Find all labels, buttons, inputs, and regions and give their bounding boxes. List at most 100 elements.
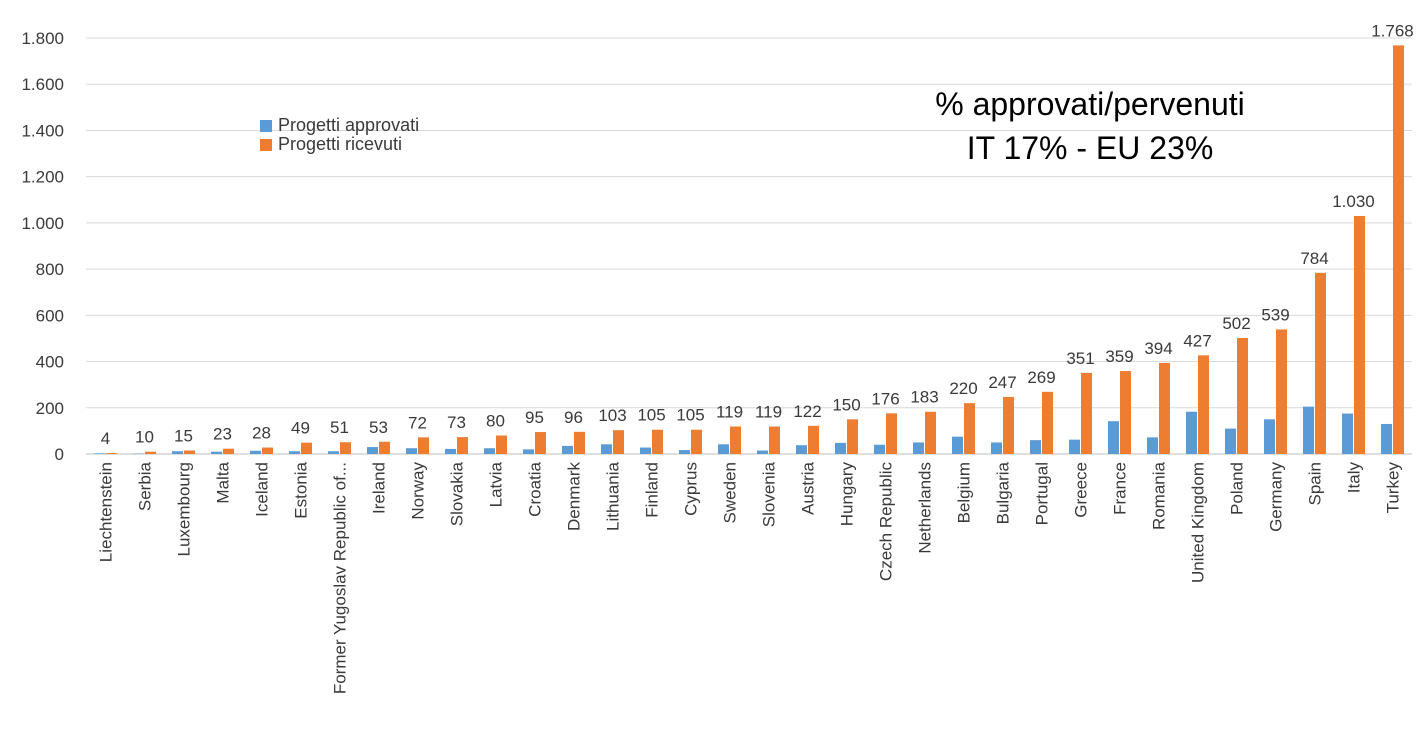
y-tick-label: 1.600 bbox=[21, 75, 64, 94]
annotation-line-2: IT 17% - EU 23% bbox=[966, 130, 1214, 166]
data-label: 150 bbox=[832, 395, 860, 414]
data-label: 1.768 bbox=[1371, 21, 1414, 40]
data-label: 247 bbox=[988, 373, 1016, 392]
data-label: 53 bbox=[369, 418, 388, 437]
bar-approvati bbox=[1342, 413, 1353, 454]
bar-ricevuti bbox=[925, 411, 936, 454]
category-label: Lithuania bbox=[604, 461, 623, 531]
data-label: 351 bbox=[1066, 349, 1094, 368]
bar-approvati bbox=[991, 442, 1002, 454]
annotation-box: % approvati/pervenuti IT 17% - EU 23% bbox=[880, 82, 1300, 170]
bar-ricevuti bbox=[535, 432, 546, 454]
legend-label-ricevuti: Progetti ricevuti bbox=[278, 134, 403, 154]
data-label: 10 bbox=[135, 428, 154, 447]
legend-item-approvati: Progetti approvati bbox=[260, 115, 419, 136]
category-label: Slovenia bbox=[760, 461, 779, 527]
data-label: 784 bbox=[1300, 249, 1328, 268]
bar-ricevuti bbox=[379, 441, 390, 454]
category-label: France bbox=[1111, 462, 1130, 515]
bar-approvati bbox=[601, 444, 612, 454]
data-label: 539 bbox=[1261, 305, 1289, 324]
y-axis-ticks: 0 200 400 600 800 1.000 1.200 1.400 1.600 1.800 bbox=[21, 29, 64, 464]
y-tick-label: 800 bbox=[36, 260, 64, 279]
bar-approvati bbox=[757, 450, 768, 454]
gridlines bbox=[86, 37, 1412, 455]
bar-ricevuti bbox=[769, 426, 780, 454]
category-label: Denmark bbox=[565, 462, 584, 531]
data-label: 359 bbox=[1105, 347, 1133, 366]
data-label: 176 bbox=[871, 389, 899, 408]
bar-ricevuti bbox=[1354, 215, 1365, 454]
bar-approvati bbox=[1225, 428, 1236, 454]
legend-swatch-ricevuti bbox=[260, 138, 272, 151]
category-label: Sweden bbox=[721, 462, 740, 523]
category-label: Belgium bbox=[955, 462, 974, 523]
bar-approvati bbox=[718, 444, 729, 454]
category-label: Former Yugoslav Republic of... bbox=[331, 462, 350, 694]
bar-approvati bbox=[874, 444, 885, 454]
bar-ricevuti bbox=[1081, 372, 1092, 454]
bar-approvati bbox=[289, 451, 300, 454]
category-label: Bulgaria bbox=[994, 461, 1013, 524]
bar-ricevuti bbox=[1276, 329, 1287, 454]
data-label: 15 bbox=[174, 427, 193, 446]
y-tick-label: 600 bbox=[36, 306, 64, 325]
category-label: Norway bbox=[409, 462, 428, 520]
bar-approvati bbox=[211, 451, 222, 454]
bar-ricevuti bbox=[496, 435, 507, 454]
category-label: Serbia bbox=[136, 461, 155, 511]
data-labels: 4 10 15 23 28 49 51 53 72 73 80 95 96 103 105 105 119 119… bbox=[101, 21, 1414, 448]
bar-ricevuti bbox=[340, 442, 351, 454]
bar-ricevuti bbox=[1315, 272, 1326, 454]
data-label: 427 bbox=[1183, 331, 1211, 350]
category-label: Czech Republic bbox=[877, 462, 896, 582]
category-label: Malta bbox=[214, 461, 233, 503]
category-label: Liechtenstein bbox=[97, 462, 116, 562]
category-label: Turkey bbox=[1384, 462, 1403, 514]
y-tick-label: 1.200 bbox=[21, 168, 64, 187]
data-label: 183 bbox=[910, 388, 938, 407]
data-label: 103 bbox=[598, 406, 626, 425]
category-label: Netherlands bbox=[916, 462, 935, 554]
category-label: Italy bbox=[1345, 462, 1364, 494]
data-label: 119 bbox=[716, 402, 743, 421]
bar-ricevuti bbox=[730, 426, 741, 454]
data-label: 51 bbox=[330, 418, 349, 437]
category-label: Slovakia bbox=[448, 461, 467, 526]
data-label: 269 bbox=[1027, 368, 1055, 387]
bar-approvati bbox=[1186, 411, 1197, 454]
bar-ricevuti bbox=[184, 450, 195, 454]
data-label: 73 bbox=[447, 413, 466, 432]
category-label: Portugal bbox=[1033, 462, 1052, 525]
bar-approvati bbox=[250, 450, 261, 454]
data-label: 1.030 bbox=[1332, 192, 1375, 211]
bar-ricevuti bbox=[1237, 337, 1248, 454]
y-tick-label: 1.800 bbox=[21, 29, 64, 48]
bar-ricevuti bbox=[886, 413, 897, 454]
bar-approvati bbox=[952, 436, 963, 454]
bar-approvati bbox=[913, 442, 924, 454]
data-label: 220 bbox=[949, 379, 977, 398]
data-label: 96 bbox=[564, 408, 583, 427]
legend-swatch-approvati bbox=[260, 119, 272, 132]
y-tick-label: 400 bbox=[36, 353, 64, 372]
category-label: Iceland bbox=[253, 462, 272, 517]
data-label: 394 bbox=[1144, 339, 1172, 358]
legend-item-ricevuti: Progetti ricevuti bbox=[260, 134, 402, 155]
category-label: Latvia bbox=[487, 461, 506, 507]
data-label: 49 bbox=[291, 419, 310, 438]
bar-ricevuti bbox=[457, 437, 468, 454]
annotation-line-1: % approvati/pervenuti bbox=[935, 86, 1245, 122]
bar-approvati bbox=[796, 445, 807, 454]
bar-ricevuti bbox=[301, 442, 312, 454]
bar-ricevuti bbox=[652, 429, 663, 454]
data-label: 122 bbox=[793, 402, 821, 421]
data-label: 105 bbox=[676, 406, 704, 425]
category-label: Greece bbox=[1072, 462, 1091, 518]
bar-approvati bbox=[1030, 440, 1041, 454]
category-label: Luxembourg bbox=[175, 462, 194, 557]
data-label: 72 bbox=[408, 413, 427, 432]
bar-ricevuti bbox=[418, 437, 429, 454]
bar-approvati bbox=[679, 450, 690, 454]
